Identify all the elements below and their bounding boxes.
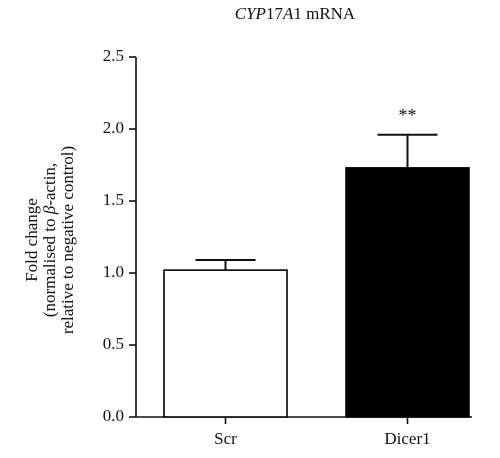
y-axis: 0.0 0.5 1.0 1.5 2.0 2.5 (103, 46, 137, 425)
chart-title-part: A (282, 4, 294, 23)
x-axis: Scr Dicer1 (136, 416, 472, 448)
y-axis-label-line: (normalised to β-actin, (40, 163, 59, 317)
y-axis-label: Fold change (normalised to β-actin, relati… (22, 146, 77, 334)
bars: ** (163, 105, 470, 418)
y-tick-label: 1.5 (103, 190, 124, 209)
y-axis-label-part: β (40, 205, 59, 215)
x-tick-label: Dicer1 (384, 429, 430, 448)
y-axis-label-part: (normalised to (40, 214, 59, 317)
x-tick-label: Scr (214, 429, 237, 448)
chart-title-part: 1 mRNA (293, 4, 356, 23)
y-tick-label: 2.5 (103, 46, 124, 65)
chart-title-part: CYP (235, 4, 266, 23)
y-axis-label-line: relative to negative control) (58, 146, 77, 334)
y-axis-label-part: relative to negative control) (58, 146, 77, 334)
significance-marker: ** (399, 105, 417, 125)
bar-scr (163, 269, 288, 418)
y-axis-label-part: Fold change (22, 198, 41, 282)
chart-title: CYP17A1 mRNA (235, 4, 356, 23)
y-tick-label: 2.0 (103, 118, 124, 137)
y-tick-label: 0.5 (103, 334, 124, 353)
y-axis-label-line: Fold change (22, 198, 41, 282)
y-axis-label-part: -actin, (40, 163, 59, 206)
chart-title-part: 17 (266, 4, 284, 23)
bar-dicer1 (345, 167, 470, 418)
y-tick-label: 0.0 (103, 406, 124, 425)
y-tick-label: 1.0 (103, 262, 124, 281)
